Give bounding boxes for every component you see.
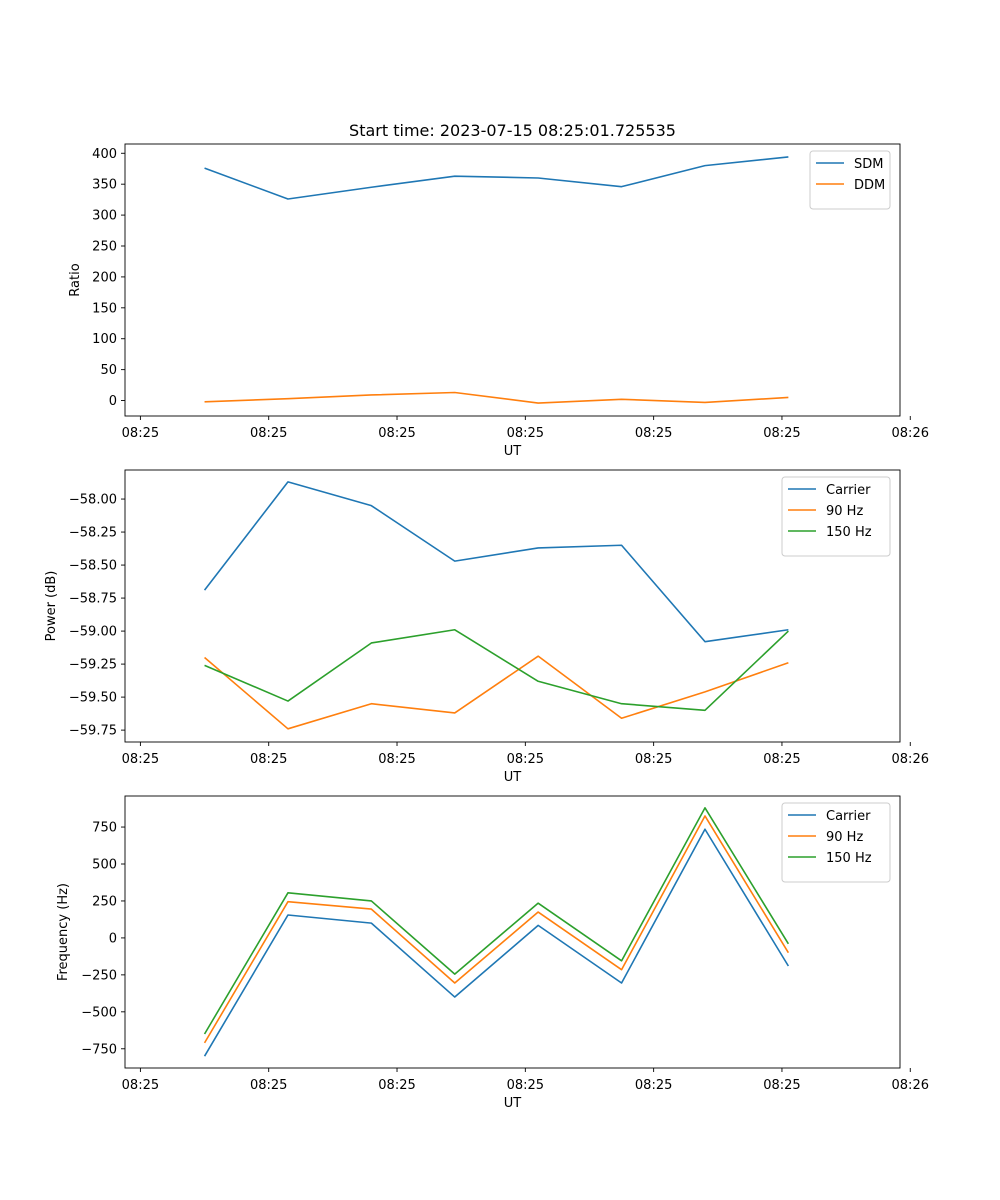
y-tick-label: 0 [109, 394, 117, 409]
y-tick-label: −59.00 [69, 625, 117, 640]
y-tick-label: −59.50 [69, 691, 117, 706]
legend: SDM DDM [809, 150, 891, 210]
x-tick-label: 08:25 [507, 426, 544, 441]
subplot-2: 08:25 08:25 08:25 08:25 08:25 08:25 08:26 −59.7… [44, 469, 929, 785]
x-tick-label: 08:25 [122, 1078, 159, 1093]
y-tick-label: −58.25 [69, 526, 117, 541]
x-tick-label: 08:25 [635, 752, 672, 767]
series-line-90-hz [203, 815, 790, 1044]
y-tick-label: −500 [81, 1005, 117, 1020]
series-line-sdm [204, 156, 789, 200]
legend-entry: 150 Hz [826, 525, 872, 540]
y-tick-label: 250 [92, 240, 117, 255]
x-tick-label: 08:25 [122, 426, 159, 441]
chart-title: Start time: 2023-07-15 08:25:01.725535 [349, 121, 676, 140]
x-tick-label: 08:26 [892, 426, 929, 441]
x-tick-label: 08:25 [763, 752, 800, 767]
y-tick-label: −58.75 [69, 592, 117, 607]
y-tick-label: 500 [92, 858, 117, 873]
legend-box [781, 802, 891, 883]
axes-frame [124, 143, 901, 417]
series-line-carrier [203, 481, 789, 643]
legend-box [781, 476, 891, 557]
y-tick-label: 300 [92, 209, 117, 224]
y-tick-label: 0 [109, 931, 117, 946]
y-tick-label: −59.75 [69, 724, 117, 739]
series-line-ddm [204, 391, 789, 404]
axes-frame [124, 469, 901, 743]
x-tick-label: 08:25 [250, 1078, 287, 1093]
y-tick-label: 250 [92, 894, 117, 909]
legend: Carrier 90 Hz 150 Hz [781, 802, 891, 883]
series-line-90-hz [204, 655, 789, 730]
axes-frame [124, 795, 901, 1069]
x-tick-label: 08:25 [378, 426, 415, 441]
y-tick-label: 150 [92, 301, 117, 316]
x-tick-label: 08:25 [250, 426, 287, 441]
y-tick-label: 400 [92, 147, 117, 162]
legend-entry: 90 Hz [826, 830, 863, 845]
y-axis-label: Frequency (Hz) [56, 883, 71, 981]
x-tick-label: 08:25 [378, 752, 415, 767]
y-tick-label: −750 [81, 1042, 117, 1057]
x-tick-label: 08:26 [892, 752, 929, 767]
x-axis-label: UT [504, 1096, 522, 1111]
x-tick-label: 08:25 [763, 426, 800, 441]
subplot-1: 08:25 08:25 08:25 08:25 08:25 08:25 08:26 0 50 10… [68, 121, 929, 459]
legend-box [809, 150, 891, 210]
legend-entry: SDM [854, 157, 883, 172]
y-axis-label: Power (dB) [44, 571, 59, 642]
legend-entry: Carrier [826, 483, 871, 498]
y-tick-label: 50 [100, 363, 117, 378]
legend-entry: DDM [854, 178, 885, 193]
x-axis-label: UT [504, 770, 522, 785]
y-tick-label: 100 [92, 332, 117, 347]
legend-entry: 90 Hz [826, 504, 863, 519]
subplot-3: 08:25 08:25 08:25 08:25 08:25 08:25 08:26 −750 −… [56, 795, 929, 1111]
x-tick-label: 08:25 [635, 1078, 672, 1093]
x-tick-label: 08:25 [378, 1078, 415, 1093]
y-tick-label: −250 [81, 968, 117, 983]
x-tick-label: 08:25 [250, 752, 287, 767]
series-line-carrier [203, 828, 790, 1057]
x-tick-label: 08:25 [635, 426, 672, 441]
legend: Carrier 90 Hz 150 Hz [781, 476, 891, 557]
x-tick-label: 08:25 [763, 1078, 800, 1093]
series-line-150-hz [204, 628, 789, 712]
y-tick-label: −58.00 [69, 493, 117, 508]
y-axis-label: Ratio [68, 263, 83, 296]
x-tick-label: 08:25 [507, 1078, 544, 1093]
legend-entry: Carrier [826, 809, 871, 824]
x-axis-label: UT [504, 444, 522, 459]
y-tick-label: 200 [92, 270, 117, 285]
x-tick-label: 08:25 [122, 752, 159, 767]
y-tick-label: −58.50 [69, 559, 117, 574]
legend-entry: 150 Hz [826, 851, 872, 866]
y-tick-label: 750 [92, 821, 117, 836]
y-tick-label: −59.25 [69, 658, 117, 673]
x-tick-label: 08:25 [507, 752, 544, 767]
y-tick-label: 350 [92, 178, 117, 193]
series-line-150-hz [203, 807, 790, 1035]
x-tick-label: 08:26 [892, 1078, 929, 1093]
